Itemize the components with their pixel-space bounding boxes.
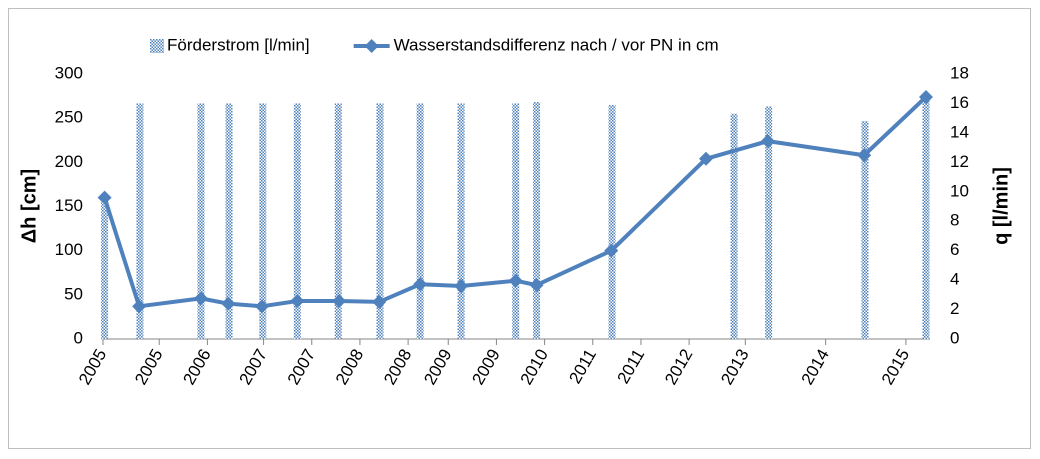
marker	[372, 294, 387, 309]
bar	[136, 103, 144, 339]
bar	[225, 103, 233, 339]
marker	[332, 294, 347, 309]
bar	[533, 101, 541, 339]
marker	[454, 279, 469, 293]
y2-tick-label: 16	[950, 93, 969, 112]
bar	[334, 103, 342, 339]
x-tick-label: 2013	[717, 346, 752, 388]
bar	[861, 121, 869, 339]
y-tick-label: 200	[55, 152, 83, 171]
y-tick-label: 50	[64, 284, 83, 303]
y2-tick-label: 8	[950, 211, 959, 230]
y2-tick-label: 2	[950, 299, 959, 318]
x-tick-label: 2007	[284, 346, 319, 388]
bar	[259, 103, 267, 339]
y-tick-label: 0	[74, 328, 83, 347]
marker	[698, 151, 713, 166]
marker	[97, 190, 112, 205]
x-tick-label: 2006	[179, 346, 214, 388]
x-tick-label: 2011	[614, 346, 649, 387]
marker	[529, 278, 544, 293]
bar	[922, 97, 930, 339]
x-tick-label: 2007	[236, 346, 271, 388]
x-tick-label: 2011	[565, 346, 600, 387]
bar	[101, 199, 109, 339]
bar	[376, 103, 384, 339]
legend-label: Förderstrom [l/min]	[167, 35, 310, 54]
x-tick-label: 2008	[332, 346, 367, 388]
bar	[608, 104, 616, 340]
marker	[254, 299, 269, 314]
x-tick-label: 2005	[75, 346, 110, 388]
bar	[512, 103, 520, 339]
y-tick-label: 150	[55, 196, 83, 215]
marker	[132, 299, 147, 314]
x-tick-label: 2014	[798, 346, 833, 388]
marker	[857, 148, 872, 163]
y2-tick-label: 14	[950, 122, 969, 141]
x-tick-label: 2010	[517, 346, 552, 388]
bar	[293, 103, 301, 339]
marker	[290, 294, 305, 309]
x-tick-label: 2008	[380, 346, 415, 388]
marker	[413, 277, 428, 292]
legend-label: Wasserstandsdifferenz nach / vor PN in c…	[394, 35, 719, 54]
marker	[760, 134, 775, 149]
x-tick-label: 2012	[661, 346, 696, 388]
y2-tick-label: 10	[950, 181, 969, 200]
y2-tick-label: 6	[950, 240, 959, 259]
y2-tick-label: 18	[950, 63, 969, 82]
y-axis-title: Δh [cm]	[18, 169, 40, 243]
marker	[221, 296, 236, 311]
y-tick-label: 100	[55, 240, 83, 259]
bar	[765, 106, 773, 339]
x-tick-label: 2009	[468, 346, 503, 388]
y2-tick-label: 12	[950, 152, 969, 171]
marker	[918, 89, 933, 104]
chart-frame	[8, 8, 1031, 449]
y-tick-label: 300	[55, 63, 83, 82]
legend-swatch	[364, 39, 379, 53]
bar	[416, 103, 424, 339]
x-tick-label: 2009	[420, 346, 455, 388]
bar	[730, 113, 738, 339]
y2-axis-title: q [l/min]	[990, 167, 1012, 245]
y2-tick-label: 0	[950, 328, 959, 347]
bar	[457, 103, 465, 339]
marker	[604, 243, 619, 258]
bar	[197, 103, 205, 339]
y2-tick-label: 4	[950, 270, 959, 289]
x-tick-label: 2005	[131, 346, 166, 388]
legend-swatch	[150, 39, 164, 53]
y-tick-label: 250	[55, 108, 83, 127]
marker	[193, 291, 208, 306]
marker	[508, 273, 523, 288]
x-tick-label: 2015	[878, 346, 913, 388]
